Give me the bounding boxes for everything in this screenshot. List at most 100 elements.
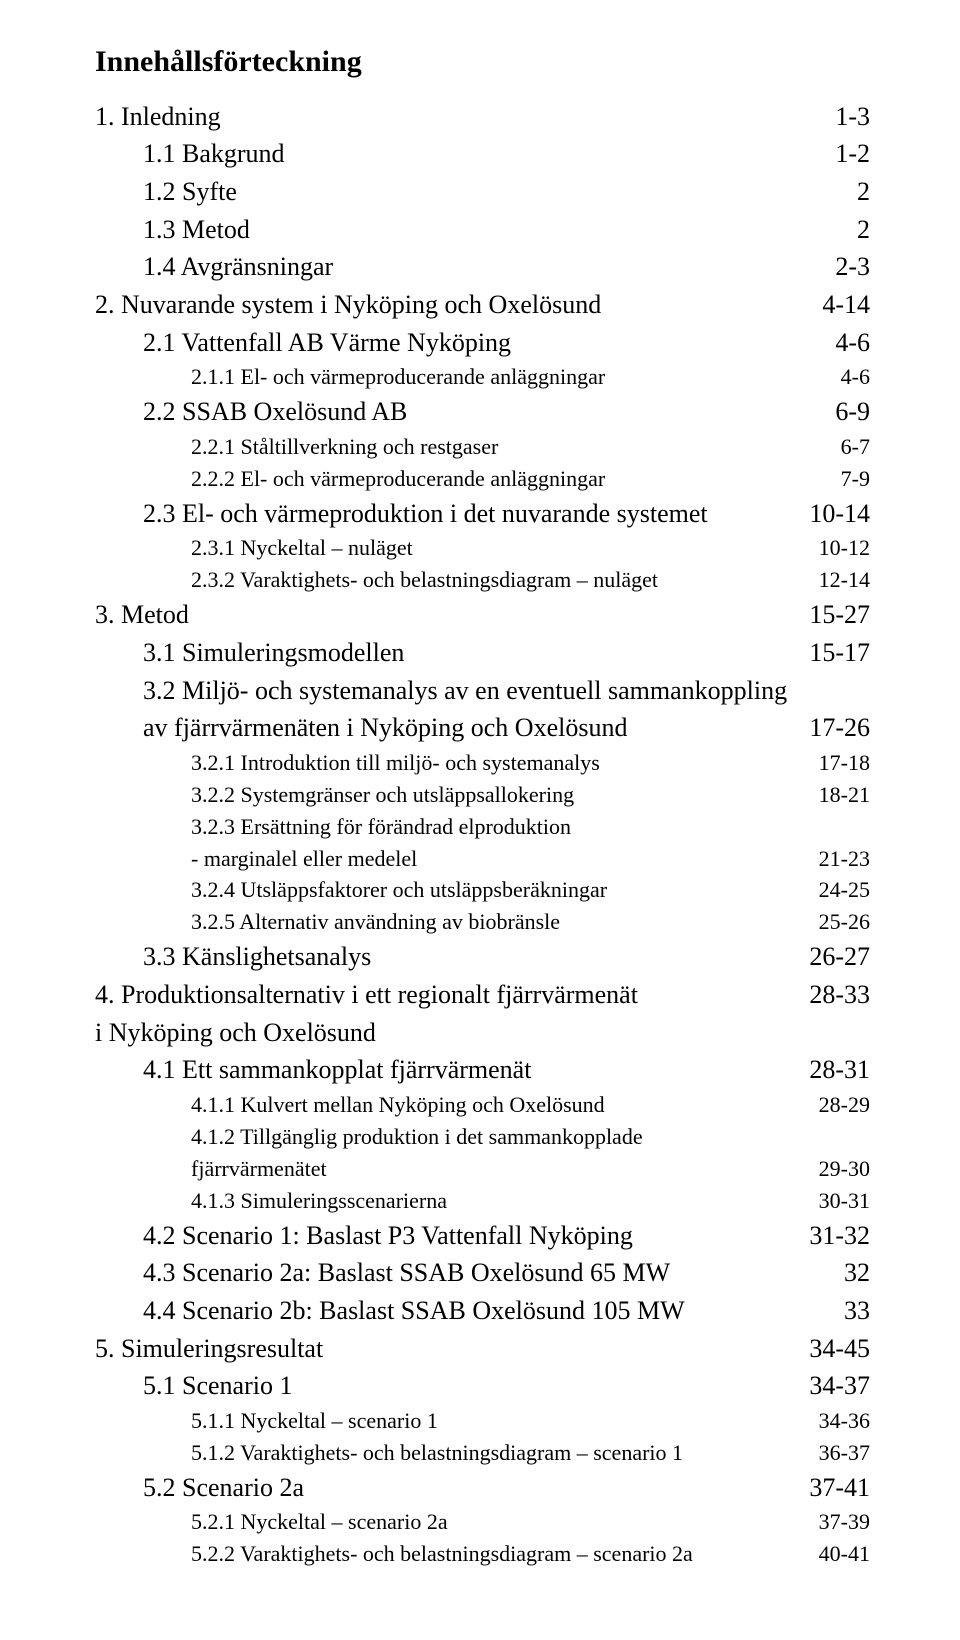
toc-entry: 2.1.1 El- och värmeproducerande anläggni… [95, 361, 870, 393]
toc-page-number: 2 [800, 211, 870, 249]
toc-label: 3.1 Simuleringsmodellen [143, 634, 800, 672]
toc-page-number: 32 [800, 1254, 870, 1292]
toc-entry: 2.2 SSAB Oxelösund AB6-9 [95, 393, 870, 431]
toc-entry: 1.1 Bakgrund1-2 [95, 135, 870, 173]
toc-page-number: 2 [800, 173, 870, 211]
toc-entry: 2. Nuvarande system i Nyköping och Oxelö… [95, 286, 870, 324]
toc-label: 3.2.5 Alternativ användning av biobränsl… [191, 906, 800, 938]
toc-page-number: 36-37 [800, 1437, 870, 1469]
toc-label: 2. Nuvarande system i Nyköping och Oxelö… [95, 286, 800, 324]
toc-label: 2.2.2 El- och värmeproducerande anläggni… [191, 463, 800, 495]
toc-label: 4.2 Scenario 1: Baslast P3 Vattenfall Ny… [143, 1217, 800, 1255]
toc-label: 5.1 Scenario 1 [143, 1367, 800, 1405]
toc-entry: 5.2.2 Varaktighets- och belastningsdiagr… [95, 1538, 870, 1570]
toc-entry-continuation: 4.1.2 Tillgänglig produktion i det samma… [95, 1121, 870, 1153]
toc-page-number: 1-3 [800, 98, 870, 136]
toc-entry: av fjärrvärmenäten i Nyköping och Oxelös… [95, 709, 870, 747]
toc-label: 4.3 Scenario 2a: Baslast SSAB Oxelösund … [143, 1254, 800, 1292]
toc-entry: 4.1.3 Simuleringsscenarierna30-31 [95, 1185, 870, 1217]
toc-label: av fjärrvärmenäten i Nyköping och Oxelös… [143, 709, 800, 747]
toc-entry: 3.2.5 Alternativ användning av biobränsl… [95, 906, 870, 938]
toc-entry-continuation: i Nyköping och Oxelösund [95, 1014, 870, 1052]
toc-entry: 5.2 Scenario 2a37-41 [95, 1469, 870, 1507]
toc-page-number: 40-41 [800, 1538, 870, 1570]
toc-label: 1.1 Bakgrund [143, 135, 800, 173]
toc-page-number: 6-9 [800, 393, 870, 431]
toc-label: 3. Metod [95, 596, 800, 634]
toc-entry: 3. Metod15-27 [95, 596, 870, 634]
toc-entry: 4.2 Scenario 1: Baslast P3 Vattenfall Ny… [95, 1217, 870, 1255]
toc-entry: 3.2.2 Systemgränser och utsläppsallokeri… [95, 779, 870, 811]
toc-page-number: 26-27 [800, 938, 870, 976]
toc-entry: 2.1 Vattenfall AB Värme Nyköping4-6 [95, 324, 870, 362]
toc-label: 2.1 Vattenfall AB Värme Nyköping [143, 324, 800, 362]
toc-label: 2.3 El- och värmeproduktion i det nuvara… [143, 495, 800, 533]
toc-page-number: 25-26 [800, 906, 870, 938]
toc-page-number: 15-27 [800, 596, 870, 634]
toc-entry: 3.2.1 Introduktion till miljö- och syste… [95, 747, 870, 779]
toc-entry: 2.3.2 Varaktighets- och belastningsdiagr… [95, 564, 870, 596]
toc-entry: 5.1 Scenario 134-37 [95, 1367, 870, 1405]
toc-label: 3.3 Känslighetsanalys [143, 938, 800, 976]
toc-entry: 2.2.2 El- och värmeproducerande anläggni… [95, 463, 870, 495]
toc-label: 5.2.1 Nyckeltal – scenario 2a [191, 1506, 800, 1538]
toc-page-number: 17-26 [800, 709, 870, 747]
toc-label: 1.3 Metod [143, 211, 800, 249]
toc-page-number: 18-21 [800, 779, 870, 811]
toc-page-number: 4-6 [800, 324, 870, 362]
toc-page-number: 12-14 [800, 564, 870, 596]
toc-page-number: 6-7 [800, 431, 870, 463]
toc-label: 3.2.2 Systemgränser och utsläppsallokeri… [191, 779, 800, 811]
toc-entry: 5.2.1 Nyckeltal – scenario 2a37-39 [95, 1506, 870, 1538]
toc-label: 2.2.1 Ståltillverkning och restgaser [191, 431, 800, 463]
toc-label: 4.1 Ett sammankopplat fjärrvärmenät [143, 1051, 800, 1089]
toc-entry: 1.3 Metod2 [95, 211, 870, 249]
toc-label: 5.2.2 Varaktighets- och belastningsdiagr… [191, 1538, 800, 1570]
toc-label: 3.2.1 Introduktion till miljö- och syste… [191, 747, 800, 779]
toc-page-number: 30-31 [800, 1185, 870, 1217]
toc-body: 1. Inledning1-31.1 Bakgrund1-21.2 Syfte2… [95, 98, 870, 1571]
toc-page-number: 33 [800, 1292, 870, 1330]
toc-page-number: 28-31 [800, 1051, 870, 1089]
toc-entry: 4.4 Scenario 2b: Baslast SSAB Oxelösund … [95, 1292, 870, 1330]
toc-label: 5.2 Scenario 2a [143, 1469, 800, 1507]
toc-label: 4.1.3 Simuleringsscenarierna [191, 1185, 800, 1217]
toc-page-number: 34-45 [800, 1330, 870, 1368]
toc-entry: 1.4 Avgränsningar2-3 [95, 248, 870, 286]
toc-page-number: 29-30 [800, 1153, 870, 1185]
toc-entry: 5. Simuleringsresultat34-45 [95, 1330, 870, 1368]
toc-page: Innehållsförteckning 1. Inledning1-31.1 … [0, 0, 960, 1630]
toc-label: 5.1.2 Varaktighets- och belastningsdiagr… [191, 1437, 800, 1469]
toc-page-number: 24-25 [800, 874, 870, 906]
toc-entry: 4. Produktionsalternativ i ett regionalt… [95, 976, 870, 1014]
toc-label: 2.3.2 Varaktighets- och belastningsdiagr… [191, 564, 800, 596]
toc-entry: 4.3 Scenario 2a: Baslast SSAB Oxelösund … [95, 1254, 870, 1292]
toc-entry: 4.1.1 Kulvert mellan Nyköping och Oxelös… [95, 1089, 870, 1121]
toc-entry: 1. Inledning1-3 [95, 98, 870, 136]
toc-page-number: 10-12 [800, 532, 870, 564]
toc-page-number: 37-39 [800, 1506, 870, 1538]
toc-page-number: 7-9 [800, 463, 870, 495]
toc-entry: 3.1 Simuleringsmodellen15-17 [95, 634, 870, 672]
toc-page-number: 37-41 [800, 1469, 870, 1507]
toc-page-number: 31-32 [800, 1217, 870, 1255]
toc-label: 4.4 Scenario 2b: Baslast SSAB Oxelösund … [143, 1292, 800, 1330]
toc-page-number: 17-18 [800, 747, 870, 779]
toc-label: 2.1.1 El- och värmeproducerande anläggni… [191, 361, 800, 393]
toc-page-number: 2-3 [800, 248, 870, 286]
toc-entry: 3.2.4 Utsläppsfaktorer och utsläppsberäk… [95, 874, 870, 906]
toc-page-number: 21-23 [800, 843, 870, 875]
toc-entry: 1.2 Syfte2 [95, 173, 870, 211]
toc-entry: 5.1.2 Varaktighets- och belastningsdiagr… [95, 1437, 870, 1469]
toc-label: 1.4 Avgränsningar [143, 248, 800, 286]
toc-entry: - marginalel eller medelel21-23 [95, 843, 870, 875]
toc-page-number: 28-29 [800, 1089, 870, 1121]
toc-entry: 3.3 Känslighetsanalys26-27 [95, 938, 870, 976]
toc-entry: 2.3.1 Nyckeltal – nuläget10-12 [95, 532, 870, 564]
toc-label: 5. Simuleringsresultat [95, 1330, 800, 1368]
toc-entry: 5.1.1 Nyckeltal – scenario 134-36 [95, 1405, 870, 1437]
toc-entry: 2.3 El- och värmeproduktion i det nuvara… [95, 495, 870, 533]
toc-label: 5.1.1 Nyckeltal – scenario 1 [191, 1405, 800, 1437]
toc-label: 4. Produktionsalternativ i ett regionalt… [95, 976, 800, 1014]
toc-page-number: 34-36 [800, 1405, 870, 1437]
